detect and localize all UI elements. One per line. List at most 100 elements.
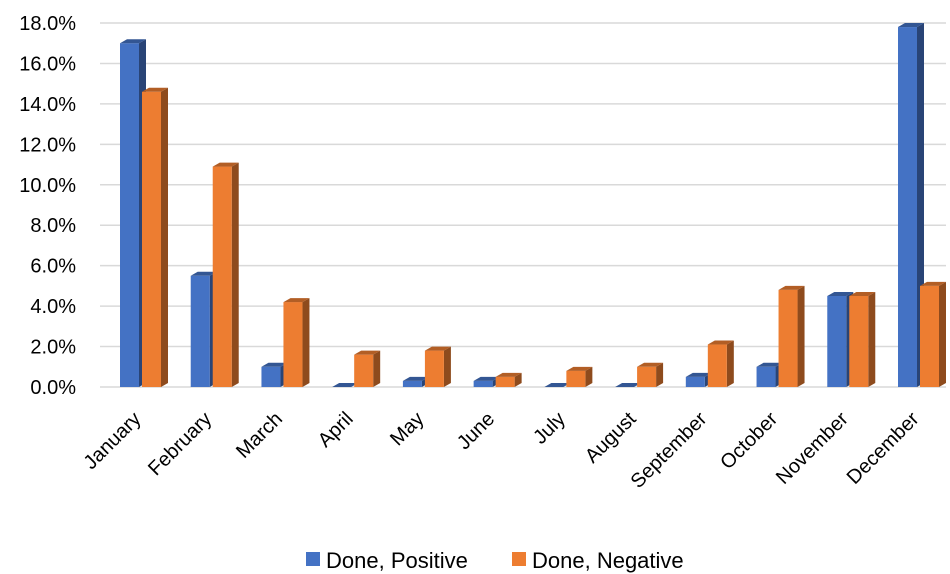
bar-done-negative-june [495, 372, 522, 387]
bar-top [566, 366, 593, 371]
bar-side [797, 285, 805, 387]
bar-done-negative-april [354, 350, 381, 387]
bar-top [120, 39, 146, 44]
bar-front [473, 380, 493, 387]
bar-front [898, 27, 917, 388]
x-tick-label-march: March [232, 408, 287, 463]
bar-front [756, 366, 776, 387]
y-tick-label: 16.0% [19, 53, 76, 75]
bar-top [827, 292, 854, 296]
bar-side [231, 162, 239, 387]
bar-side [939, 281, 946, 387]
bar-done-negative-may [424, 346, 451, 387]
bar-front [190, 275, 210, 387]
y-tick-label: 12.0% [19, 134, 76, 156]
bar-done-negative-november [849, 292, 876, 387]
bar-top [615, 383, 642, 387]
gridlines [100, 22, 946, 388]
bar-front [920, 285, 939, 387]
bar-done-negative-february [212, 162, 239, 387]
bar-top [849, 292, 876, 296]
bar-done-positive-july [544, 383, 571, 387]
bar-done-negative-september [707, 340, 734, 387]
y-tick-label: 14.0% [19, 94, 76, 116]
y-tick-label: 10.0% [19, 175, 76, 197]
x-tick-label-october: October [716, 408, 782, 474]
bar-done-positive-august [615, 383, 642, 387]
bar-done-negative-october [778, 285, 805, 387]
bar-done-negative-december [920, 281, 946, 387]
x-tick-label-january: January [80, 408, 146, 474]
bar-done-negative-july [566, 366, 593, 387]
bar-top [142, 87, 168, 92]
bar-side [302, 298, 310, 387]
bar-top [473, 376, 500, 381]
bar-top [354, 350, 381, 355]
bar-top [685, 372, 712, 377]
bar-top [190, 271, 217, 276]
x-tick-label-november: November [772, 408, 853, 489]
bar-side [161, 87, 168, 387]
x-tick-label-may: May [386, 408, 428, 450]
x-tick-label-july: July [529, 408, 570, 449]
legend-label-done-negative: Done, Negative [532, 548, 684, 573]
y-tick-label: 8.0% [30, 215, 76, 237]
bar-front [261, 366, 281, 387]
bar-top [261, 362, 288, 367]
bar-front [566, 370, 586, 387]
bar-top [756, 362, 783, 367]
bar-front [637, 366, 657, 387]
bar-front [495, 376, 515, 387]
x-tick-label-june: June [453, 408, 499, 454]
bar-front [424, 350, 444, 387]
bar-top [332, 383, 359, 387]
bar-front [402, 380, 422, 387]
bar-done-negative-january [142, 87, 168, 387]
legend-label-done-positive: Done, Positive [326, 548, 468, 573]
x-tick-label-august: August [581, 408, 641, 468]
bar-front [827, 296, 847, 387]
y-tick-label: 18.0% [19, 13, 76, 35]
bar-front [283, 302, 303, 387]
bar-top [707, 340, 734, 345]
y-axis: 0.0% 2.0% 4.0% 6.0% 8.0% 10.0% 12.0% 14.0% 16.0%… [19, 13, 76, 399]
legend: Done, Positive Done, Negative [306, 548, 684, 573]
bar-top [637, 362, 664, 367]
x-tick-label-december: December [843, 408, 924, 489]
bar-top [898, 23, 924, 28]
bar-done-positive-december [898, 23, 924, 388]
bar-top [402, 376, 429, 381]
legend-swatch-done-negative [512, 552, 526, 566]
bars [120, 23, 946, 388]
bar-top [495, 372, 522, 377]
bar-side [656, 362, 664, 387]
bar-front [142, 91, 161, 387]
legend-swatch-done-positive [306, 552, 320, 566]
y-tick-label: 4.0% [30, 296, 76, 318]
y-tick-label: 0.0% [30, 377, 76, 399]
y-tick-label: 2.0% [30, 337, 76, 359]
bar-top [424, 346, 451, 351]
bar-top [778, 285, 805, 290]
bar-front [849, 296, 869, 387]
bar-side [443, 346, 451, 387]
x-tick-label-april: April [314, 408, 358, 452]
x-tick-label-september: September [627, 408, 712, 493]
bar-done-negative-august [637, 362, 664, 387]
bar-top [283, 298, 310, 303]
bar-front [212, 166, 232, 387]
bar-top [544, 383, 571, 387]
bar-top [920, 281, 946, 286]
bar-top [212, 162, 239, 167]
bar-side [868, 292, 876, 387]
bar-done-positive-april [332, 383, 359, 387]
bar-front [354, 354, 374, 387]
bar-side [373, 350, 381, 387]
bar-done-negative-march [283, 298, 310, 387]
bar-front [685, 376, 705, 387]
bar-front [707, 344, 727, 387]
bar-side [585, 366, 593, 387]
bar-front [778, 289, 798, 387]
